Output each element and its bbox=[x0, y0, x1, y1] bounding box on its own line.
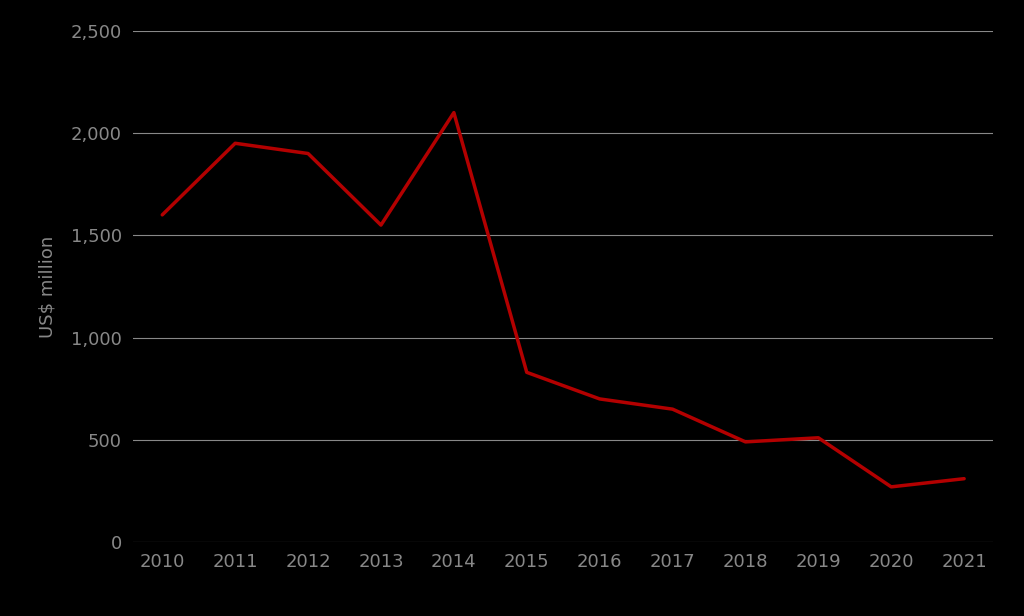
Y-axis label: US$ million: US$ million bbox=[39, 235, 57, 338]
